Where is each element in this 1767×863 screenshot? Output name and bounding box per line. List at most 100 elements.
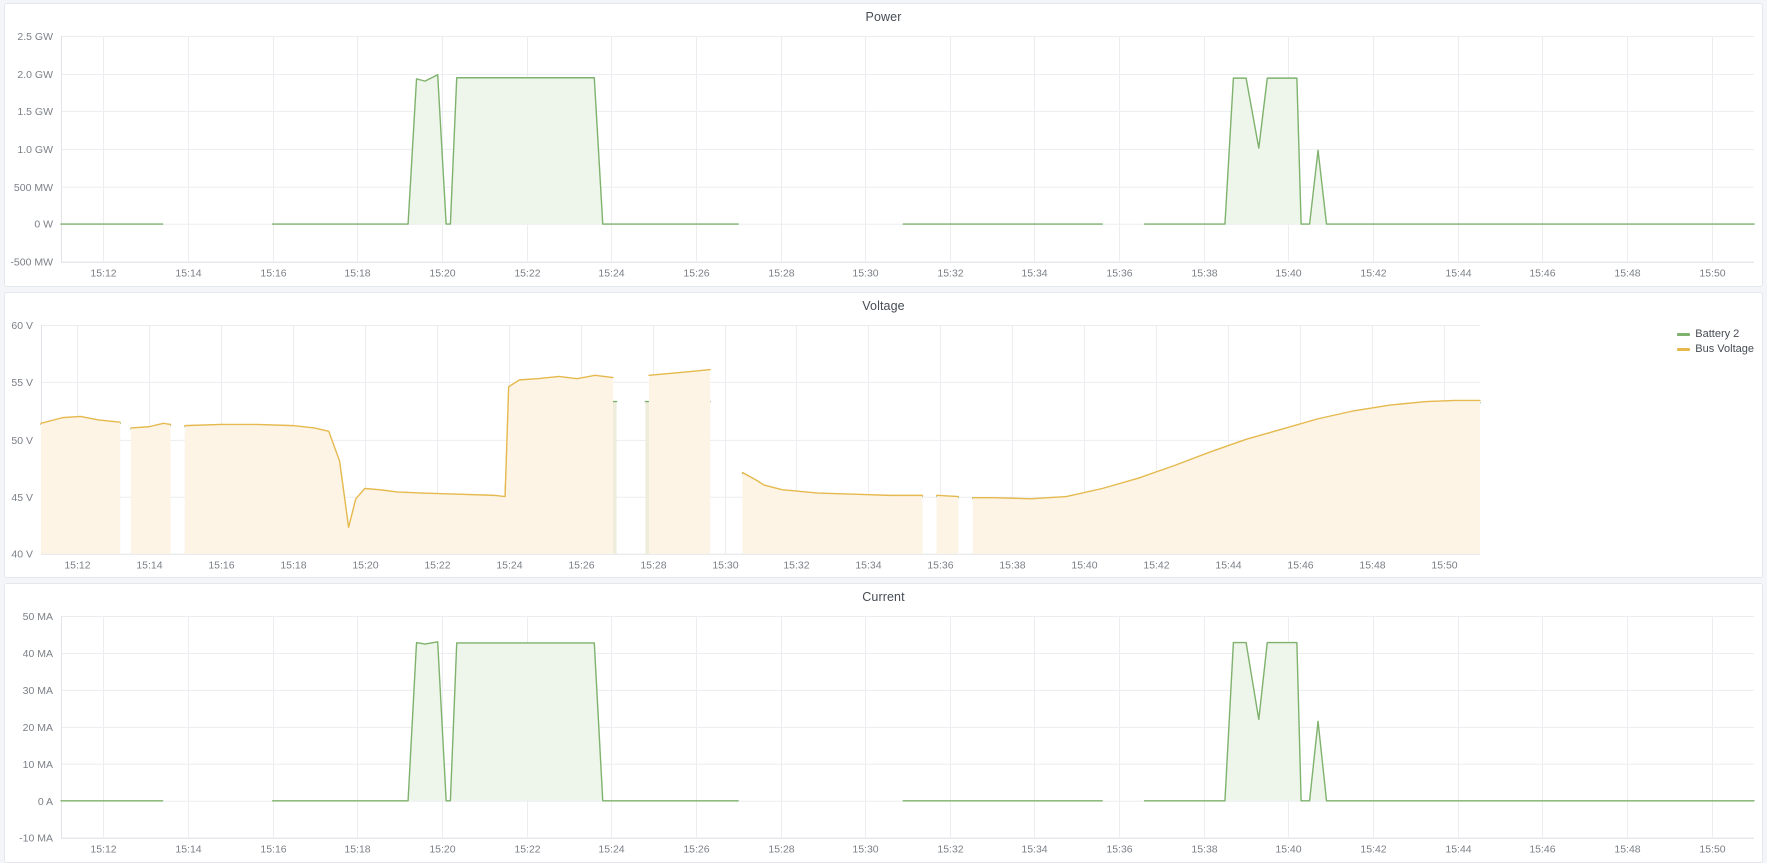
- series-line-bus-voltage[interactable]: [936, 494, 960, 497]
- legend-color-swatch-icon: [1677, 332, 1691, 336]
- y-axis-tick-label: 50 V: [11, 436, 33, 447]
- x-axis-tick-label: 15:34: [1021, 845, 1047, 856]
- x-axis-tick-label: 15:30: [852, 269, 878, 280]
- x-axis-tick-label: 15:36: [927, 560, 953, 571]
- series-line-battery-2[interactable]: [271, 74, 739, 225]
- x-axis-tick-label: 15:36: [1106, 845, 1132, 856]
- series-area-bus-voltage: [742, 472, 923, 554]
- series-line-bus-voltage[interactable]: [184, 374, 614, 528]
- x-axis-tick-label: 15:48: [1614, 269, 1640, 280]
- x-axis-tick-label: 15:22: [424, 560, 450, 571]
- x-axis-tick-label: 15:20: [429, 845, 455, 856]
- x-axis-tick-label: 15:24: [598, 845, 624, 856]
- y-axis-tick-label: 0 A: [38, 797, 53, 808]
- legend-color-swatch-icon: [1677, 347, 1691, 351]
- x-axis-tick-label: 15:38: [1191, 269, 1217, 280]
- y-axis-tick-label: -10 MA: [19, 834, 53, 845]
- legend-label: Battery 2: [1695, 327, 1740, 340]
- x-axis-tick-label: 15:16: [208, 560, 234, 571]
- series-area-battery-2: [1144, 642, 1754, 802]
- x-axis-tick-label: 15:44: [1445, 845, 1471, 856]
- y-axis-tick-label: 2.0 GW: [17, 70, 53, 81]
- x-axis-tick-label: 15:14: [175, 845, 201, 856]
- x-axis-tick-label: 15:50: [1431, 560, 1457, 571]
- plot-area-power[interactable]: -500 MW 0 W 500 MW 1.0 GW 1.5 GW 2.0 GW 2.5 GW…: [5, 26, 1762, 286]
- y-axis-tick-label: 10 MA: [23, 760, 53, 771]
- x-axis-tick-label: 15:48: [1359, 560, 1385, 571]
- y-axis-tick-label: -500 MW: [10, 258, 53, 269]
- current-chart-svg[interactable]: -10 MA 0 A 10 MA 20 MA 30 MA 40 MA 50 MA 15:12 1…: [5, 606, 1762, 862]
- y-axis-tick-label: 40 V: [11, 549, 33, 560]
- x-axis-tick-label: 15:46: [1529, 845, 1555, 856]
- y-axis-tick-label: 50 MA: [23, 612, 53, 623]
- x-axis-tick-label: 15:38: [999, 560, 1025, 571]
- y-axis-tick-label: 40 MA: [23, 649, 53, 660]
- legend-item[interactable]: Battery 2: [1677, 327, 1754, 342]
- x-axis-tick-label: 15:16: [260, 845, 286, 856]
- series-line-battery-2[interactable]: [1143, 77, 1755, 225]
- series-line-bus-voltage[interactable]: [40, 415, 121, 424]
- x-axis-tick-label: 15:40: [1275, 845, 1301, 856]
- panel-power[interactable]: Power -500 MW 0 W 500 MW 1.0 GW 1.5 GW 2.0 GW…: [4, 3, 1763, 287]
- panel-title-power: Power: [865, 10, 902, 24]
- x-axis-tick-label: 15:42: [1360, 845, 1386, 856]
- x-axis-tick-label: 15:14: [175, 269, 201, 280]
- plot-area-current[interactable]: -10 MA 0 A 10 MA 20 MA 30 MA 40 MA 50 MA 15:12 1…: [5, 606, 1762, 862]
- series-area-battery-2: [272, 642, 739, 802]
- series-line-bus-voltage[interactable]: [648, 368, 711, 376]
- y-axis-tick-label: 0 W: [34, 220, 53, 231]
- y-axis-tick-label: 2.5 GW: [17, 32, 53, 43]
- series-area-battery-2: [272, 74, 739, 225]
- series-line-bus-voltage[interactable]: [130, 422, 172, 429]
- plot-area-voltage[interactable]: 40 V 45 V 50 V 55 V 60 V 15:12 15:14 15:16 15:18…: [5, 315, 1762, 578]
- legend-voltage[interactable]: Battery 2 Bus Voltage: [1677, 327, 1754, 357]
- x-axis-tick-label: 15:20: [429, 269, 455, 280]
- x-axis-tick-label: 15:44: [1445, 269, 1471, 280]
- x-axis-tick-label: 15:50: [1699, 845, 1725, 856]
- series-area-bus-voltage: [936, 495, 959, 554]
- x-axis-tick-label: 15:18: [280, 560, 306, 571]
- series-line-bus-voltage[interactable]: [741, 471, 924, 496]
- x-axis-tick-label: 15:40: [1275, 269, 1301, 280]
- x-axis-tick-label: 15:18: [344, 845, 370, 856]
- x-axis-tick-label: 15:28: [768, 269, 794, 280]
- x-axis-tick-label: 15:38: [1191, 845, 1217, 856]
- x-axis-tick-label: 15:36: [1106, 269, 1132, 280]
- x-axis-tick-label: 15:30: [852, 845, 878, 856]
- x-axis-tick-label: 15:42: [1143, 560, 1169, 571]
- series-line-battery-2[interactable]: [1143, 642, 1755, 802]
- series-area-bus-voltage: [130, 423, 171, 554]
- y-axis-tick-label: 500 MW: [14, 183, 53, 194]
- y-axis-tick-label: 1.5 GW: [17, 107, 53, 118]
- x-axis-tick-label: 15:28: [768, 845, 794, 856]
- x-axis-tick-label: 15:42: [1360, 269, 1386, 280]
- series-area-bus-voltage: [41, 416, 121, 554]
- y-axis-tick-label: 30 MA: [23, 686, 53, 697]
- series-area-bus-voltage: [648, 369, 711, 554]
- x-axis-tick-label: 15:16: [260, 269, 286, 280]
- voltage-chart-svg[interactable]: 40 V 45 V 50 V 55 V 60 V 15:12 15:14 15:16 15:18…: [5, 315, 1762, 578]
- y-axis-tick-label: 1.0 GW: [17, 145, 53, 156]
- x-axis-tick-label: 15:12: [90, 845, 116, 856]
- series-line-bus-voltage[interactable]: [972, 399, 1481, 500]
- panel-current[interactable]: Current -10 MA 0 A 10 MA 20 MA 30 MA 40 MA 50 …: [4, 583, 1763, 863]
- x-axis-tick-label: 15:48: [1614, 845, 1640, 856]
- panel-voltage[interactable]: Voltage Battery 2 Bus Voltage 40 V 45 V 50 …: [4, 291, 1763, 579]
- x-axis-tick-label: 15:20: [352, 560, 378, 571]
- x-axis-tick-label: 15:24: [598, 269, 624, 280]
- series-area-bus-voltage: [184, 374, 613, 554]
- y-axis-tick-label: 55 V: [11, 378, 33, 389]
- x-axis-tick-label: 15:34: [1021, 269, 1047, 280]
- x-axis-tick-label: 15:46: [1529, 269, 1555, 280]
- x-axis-tick-label: 15:22: [514, 269, 540, 280]
- x-axis-tick-label: 15:50: [1699, 269, 1725, 280]
- series-line-battery-2[interactable]: [271, 641, 739, 802]
- x-axis-tick-label: 15:14: [136, 560, 162, 571]
- x-axis-tick-label: 15:32: [783, 560, 809, 571]
- power-chart-svg[interactable]: -500 MW 0 W 500 MW 1.0 GW 1.5 GW 2.0 GW 2.5 GW…: [5, 26, 1762, 286]
- x-axis-tick-label: 15:18: [344, 269, 370, 280]
- x-axis-tick-label: 15:28: [640, 560, 666, 571]
- panel-title-voltage: Voltage: [862, 298, 905, 313]
- legend-item[interactable]: Bus Voltage: [1677, 342, 1754, 357]
